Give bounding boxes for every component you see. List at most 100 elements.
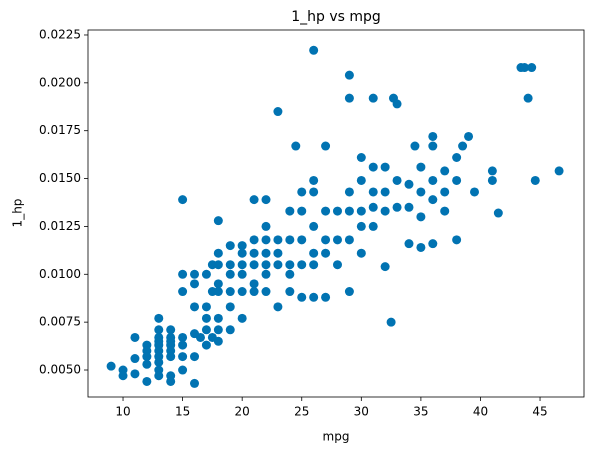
point bbox=[392, 99, 402, 109]
point bbox=[249, 235, 259, 245]
point bbox=[249, 195, 259, 205]
point bbox=[452, 175, 462, 185]
point bbox=[380, 262, 390, 272]
point bbox=[380, 187, 390, 197]
point bbox=[428, 131, 438, 141]
point bbox=[190, 378, 200, 388]
point bbox=[154, 325, 164, 335]
point bbox=[261, 269, 271, 279]
point bbox=[201, 313, 211, 323]
point bbox=[487, 166, 497, 176]
point bbox=[416, 212, 426, 222]
point bbox=[261, 235, 271, 245]
point bbox=[142, 376, 152, 386]
point bbox=[356, 206, 366, 216]
point bbox=[237, 241, 247, 251]
point bbox=[368, 221, 378, 231]
point bbox=[285, 269, 295, 279]
point bbox=[273, 302, 283, 312]
point bbox=[332, 206, 342, 216]
point bbox=[285, 206, 295, 216]
point bbox=[261, 287, 271, 297]
point bbox=[404, 202, 414, 212]
point bbox=[237, 248, 247, 258]
y-tick-label: 0.0175 bbox=[39, 123, 81, 137]
point bbox=[273, 235, 283, 245]
point bbox=[297, 292, 307, 302]
point bbox=[452, 153, 462, 163]
point bbox=[344, 187, 354, 197]
point bbox=[487, 175, 497, 185]
point bbox=[225, 325, 235, 335]
point bbox=[440, 187, 450, 197]
point bbox=[273, 248, 283, 258]
point bbox=[261, 248, 271, 258]
point bbox=[154, 357, 164, 367]
point bbox=[332, 260, 342, 270]
point bbox=[285, 287, 295, 297]
point bbox=[309, 292, 319, 302]
point bbox=[201, 325, 211, 335]
point bbox=[309, 187, 319, 197]
point bbox=[404, 239, 414, 249]
point bbox=[285, 260, 295, 270]
point bbox=[309, 175, 319, 185]
point bbox=[368, 162, 378, 172]
y-tick-label: 0.0150 bbox=[39, 171, 81, 185]
point bbox=[249, 248, 259, 258]
point bbox=[428, 141, 438, 151]
point bbox=[178, 365, 188, 375]
point bbox=[213, 279, 223, 289]
point bbox=[195, 332, 205, 342]
point bbox=[392, 175, 402, 185]
point bbox=[225, 260, 235, 270]
point bbox=[249, 260, 259, 270]
y-tick-label: 0.0100 bbox=[39, 267, 81, 281]
point bbox=[523, 93, 533, 103]
point bbox=[309, 221, 319, 231]
x-tick-label: 40 bbox=[473, 405, 488, 419]
point bbox=[154, 371, 164, 381]
point bbox=[178, 287, 188, 297]
point bbox=[428, 175, 438, 185]
point bbox=[344, 206, 354, 216]
point bbox=[356, 153, 366, 163]
point bbox=[297, 187, 307, 197]
point bbox=[520, 63, 530, 73]
point bbox=[416, 242, 426, 252]
point bbox=[178, 340, 188, 350]
point bbox=[321, 141, 331, 151]
point bbox=[464, 131, 474, 141]
point bbox=[166, 325, 176, 335]
point bbox=[368, 187, 378, 197]
point bbox=[190, 302, 200, 312]
point bbox=[344, 70, 354, 80]
point bbox=[273, 260, 283, 270]
point bbox=[130, 332, 140, 342]
plot-frame bbox=[87, 29, 585, 398]
point bbox=[190, 279, 200, 289]
point bbox=[410, 141, 420, 151]
point bbox=[201, 269, 211, 279]
point bbox=[178, 269, 188, 279]
point bbox=[213, 313, 223, 323]
point bbox=[225, 269, 235, 279]
point bbox=[404, 179, 414, 189]
point bbox=[213, 248, 223, 258]
point bbox=[190, 352, 200, 362]
point bbox=[118, 371, 128, 381]
point bbox=[130, 369, 140, 379]
point bbox=[237, 287, 247, 297]
point bbox=[213, 325, 223, 335]
point bbox=[309, 260, 319, 270]
point bbox=[297, 206, 307, 216]
point bbox=[261, 195, 271, 205]
point bbox=[380, 162, 390, 172]
y-tick-label: 0.0050 bbox=[39, 363, 81, 377]
point bbox=[285, 235, 295, 245]
point bbox=[416, 162, 426, 172]
point bbox=[530, 175, 540, 185]
point bbox=[416, 187, 426, 197]
point bbox=[213, 260, 223, 270]
